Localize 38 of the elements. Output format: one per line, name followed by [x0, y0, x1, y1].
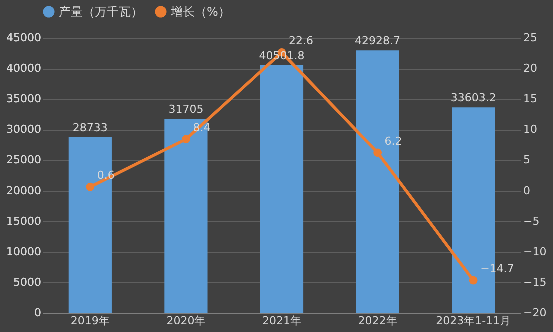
y-tick-label: 15000	[6, 214, 42, 228]
legend-label: 产量（万千瓦）	[59, 5, 143, 19]
y-tick-label: 40000	[6, 62, 42, 76]
point	[86, 182, 95, 192]
y-tick-label: 30000	[6, 123, 42, 136]
data-label: 31705	[168, 103, 204, 116]
x-tick-label: 2019年	[70, 314, 110, 328]
x-tick-label: 2023年1-11月	[436, 314, 512, 328]
y-tick-label: 35000	[6, 92, 42, 106]
data-label: 28733	[72, 121, 108, 134]
point	[374, 148, 382, 158]
y-tick-label: 0	[34, 306, 42, 320]
x-tick-label: 2022年	[358, 314, 398, 328]
x-tick-label: 2021年	[262, 314, 302, 328]
y-tick-label: 45000	[6, 32, 42, 44]
x-tick-label: 2020年	[166, 314, 206, 328]
y2-tick-label: 0	[524, 184, 530, 198]
y2-tick-label: 10	[524, 123, 538, 136]
data-label: 22.6	[289, 34, 314, 48]
point	[469, 276, 478, 285]
legend-label: 增长（%）	[170, 5, 230, 19]
bar	[356, 50, 400, 313]
y2-tick-label: −15	[524, 276, 547, 289]
y2-tick-label: 25	[524, 32, 538, 44]
point	[182, 135, 190, 144]
y2-tick-label: −5	[524, 214, 540, 228]
y2-tick-label: 5	[524, 154, 530, 167]
y2-tick-label: 15	[524, 92, 538, 106]
y2-tick-label: 20	[524, 62, 538, 76]
y-tick-label: 25000	[6, 154, 42, 167]
y-tick-label: 5000	[14, 276, 42, 289]
y2-tick-label: −10	[524, 245, 547, 258]
y-tick-label: 20000	[6, 184, 42, 198]
bar	[260, 65, 304, 313]
data-label: 42928.7	[355, 34, 401, 48]
data-label: 33603.2	[450, 92, 496, 105]
y2-tick-label: −20	[524, 306, 547, 320]
y-tick-label: 10000	[6, 245, 42, 258]
